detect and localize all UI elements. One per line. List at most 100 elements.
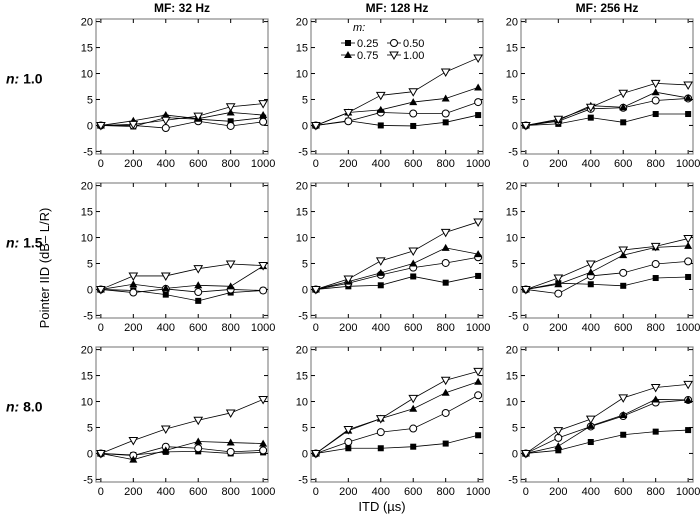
y-tick-label: 20	[296, 17, 308, 29]
series-line-0.25	[525, 276, 689, 290]
y-tick-label: 0	[512, 120, 518, 132]
x-tick-label: 0	[523, 158, 529, 170]
y-tick-label: 10	[506, 397, 518, 409]
marker-triangle-down	[193, 416, 204, 426]
y-tick-label: -5	[83, 310, 93, 322]
x-tick-label: 600	[614, 158, 632, 170]
marker-triangle-up	[441, 94, 450, 102]
marker-circle	[554, 289, 563, 298]
marker-triangle-down	[585, 415, 596, 425]
marker-triangle-down	[408, 88, 419, 97]
x-tick-label: 1000	[676, 158, 700, 170]
marker-triangle-down	[225, 260, 236, 270]
x-tick-label: 0	[313, 322, 319, 334]
series-line-0.50	[100, 288, 264, 293]
marker-square	[652, 111, 659, 118]
marker-triangle-up	[129, 280, 138, 288]
panel-frame	[310, 346, 484, 483]
series-line-0.50	[315, 394, 479, 454]
panel: 0 200 400 600 800 1000 -5 0 5 10 15 20	[81, 181, 276, 334]
marker-triangle-down	[650, 242, 661, 252]
panel-frame	[95, 18, 269, 155]
marker-triangle-up	[651, 88, 660, 96]
x-tick-label: 200	[124, 322, 142, 334]
marker-square	[652, 275, 659, 282]
marker-square	[442, 279, 449, 286]
marker-triangle-up	[161, 284, 170, 292]
marker-triangle-down	[225, 409, 236, 418]
y-tick-label: 0	[302, 284, 308, 296]
marker-triangle-down	[618, 394, 629, 403]
marker-triangle-down	[258, 100, 268, 109]
marker-triangle-down	[553, 427, 564, 436]
panel-frame	[520, 182, 694, 319]
x-tick-label: 600	[404, 158, 422, 170]
x-tick-label: 800	[221, 486, 239, 498]
panel-frame	[310, 18, 484, 155]
marker-triangle-up	[409, 259, 418, 267]
legend-label: 0.50	[403, 38, 424, 50]
marker-triangle-down	[160, 272, 171, 281]
series-line-1.00	[100, 399, 264, 454]
marker-triangle-down	[343, 275, 354, 285]
marker-circle	[259, 446, 268, 455]
y-tick-label: 15	[506, 43, 518, 55]
y-tick-label: 20	[81, 17, 93, 29]
y-tick-label: 20	[296, 181, 308, 193]
x-tick-label: 600	[404, 486, 422, 498]
marker-circle	[226, 447, 235, 456]
series-line-0.25	[525, 429, 689, 454]
series-line-1.00	[100, 103, 264, 126]
marker-triangle-down	[553, 274, 564, 284]
x-tick-label: 800	[436, 158, 454, 170]
y-tick-label: 10	[81, 69, 93, 81]
marker-triangle-down	[683, 235, 693, 244]
marker-triangle-down	[311, 121, 321, 131]
x-tick-label: 200	[124, 486, 142, 498]
marker-square	[442, 119, 449, 126]
y-tick-label: 15	[81, 207, 93, 219]
legend: m: 0.25 0.50 0.75 1.00	[341, 22, 424, 62]
x-tick-label: 400	[157, 486, 175, 498]
marker-triangle-down	[96, 449, 106, 459]
column-title: MF: 128 Hz	[366, 1, 429, 15]
series-line-0.75	[315, 247, 479, 290]
x-axis-label: ITD (µs)	[358, 499, 405, 514]
marker-square	[652, 428, 659, 435]
x-tick-label: 400	[157, 322, 175, 334]
x-tick-label: 1000	[466, 158, 490, 170]
panel: 0 200 400 600 800 1000 -5 0 5 10 15 20	[81, 345, 276, 498]
panel: 0 200 400 600 800 1000 -5 0 5 10 15 20	[506, 17, 700, 170]
marker-square	[345, 445, 352, 452]
marker-circle	[441, 109, 450, 118]
series-line-0.25	[315, 434, 479, 454]
row-label-prefix: n:	[6, 71, 23, 87]
marker-triangle-down	[473, 218, 483, 227]
y-tick-label: -5	[298, 146, 308, 158]
marker-triangle-down	[521, 121, 531, 131]
marker-triangle-down	[408, 394, 419, 404]
y-tick-label: 5	[87, 94, 93, 106]
marker-triangle-up	[684, 93, 693, 101]
series-line-0.75	[525, 399, 689, 454]
marker-circle	[651, 260, 660, 268]
x-tick-label: 600	[189, 322, 207, 334]
y-tick-label: 5	[512, 94, 518, 106]
y-tick-label: 15	[296, 371, 308, 383]
x-tick-label: 1000	[466, 486, 490, 498]
marker-triangle-down	[311, 285, 321, 295]
row-label-value: 1.0	[23, 71, 43, 87]
marker-triangle-up	[226, 108, 235, 116]
row-label-value: 8.0	[23, 399, 43, 415]
x-tick-label: 200	[549, 158, 567, 170]
marker-triangle-up	[344, 51, 352, 58]
marker-triangle-down	[128, 120, 139, 130]
marker-square	[587, 439, 594, 446]
marker-circle	[129, 288, 138, 297]
marker-square	[587, 281, 594, 288]
marker-triangle-down	[258, 395, 268, 405]
marker-square	[442, 440, 449, 447]
x-tick-label: 1000	[251, 322, 275, 334]
y-tick-label: 5	[87, 258, 93, 270]
marker-circle	[390, 39, 398, 47]
